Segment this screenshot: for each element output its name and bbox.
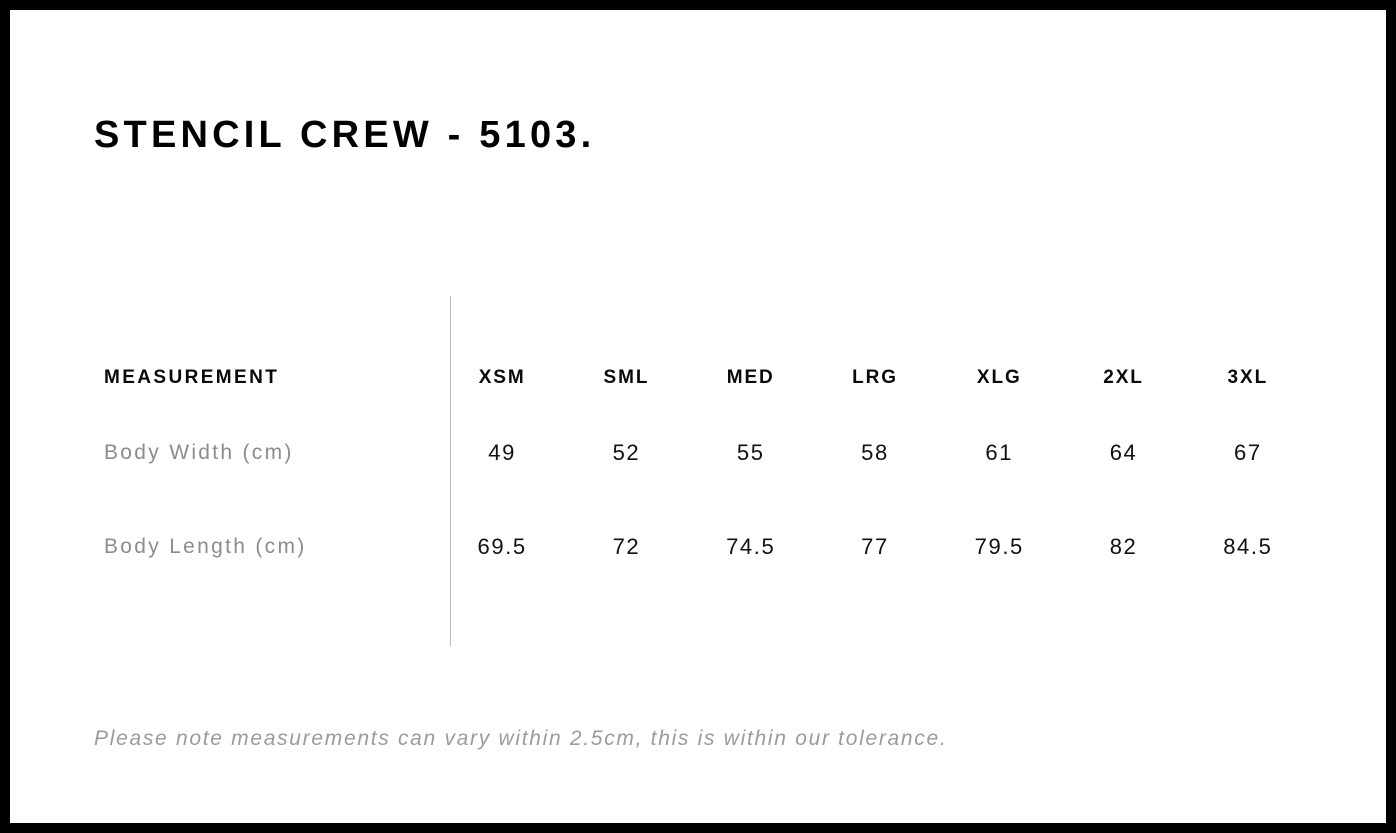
cell-body-width-xsm: 49 bbox=[488, 440, 516, 465]
cell-body-width-med: 55 bbox=[736, 440, 765, 465]
column-header-3xl: 3XL bbox=[1227, 367, 1269, 388]
column-header-med: MED bbox=[726, 367, 775, 388]
cell-body-length-3xl: 84.5 bbox=[1223, 534, 1273, 559]
cell-body-length-med: 74.5 bbox=[726, 534, 776, 559]
cell-body-width-2xl: 64 bbox=[1109, 440, 1138, 465]
size-chart-sheet: STENCIL CREW - 5103. MEASUREMENT XSM SML… bbox=[10, 10, 1386, 823]
cell-body-width-3xl: 67 bbox=[1233, 440, 1262, 465]
cell-body-length-lrg: 77 bbox=[861, 534, 889, 559]
column-header-xlg: XLG bbox=[976, 367, 1022, 388]
cell-body-width-xlg: 61 bbox=[985, 440, 1014, 465]
cell-body-width-sml: 52 bbox=[612, 440, 641, 465]
column-header-sml: SML bbox=[603, 367, 650, 388]
cell-body-length-xlg: 79.5 bbox=[974, 534, 1024, 559]
tolerance-note: Please note measurements can vary within… bbox=[94, 727, 948, 750]
table-row: Body Width (cm) 49 52 55 58 61 64 67 bbox=[94, 406, 1310, 500]
page-title: STENCIL CREW - 5103. bbox=[94, 114, 596, 156]
column-header-2xl: 2XL bbox=[1103, 367, 1144, 388]
table-vertical-divider bbox=[450, 296, 451, 646]
table-row: Body Length (cm) 69.5 72 74.5 77 79.5 82… bbox=[94, 500, 1310, 594]
column-header-xsm: XSM bbox=[478, 367, 526, 388]
row-label-body-length: Body Length (cm) bbox=[104, 535, 307, 558]
row-label-body-width: Body Width (cm) bbox=[104, 441, 294, 464]
size-chart-table: MEASUREMENT XSM SML MED LRG XLG 2XL 3XL … bbox=[94, 350, 1310, 594]
cell-body-width-lrg: 58 bbox=[861, 440, 889, 465]
cell-body-length-sml: 72 bbox=[612, 534, 641, 559]
column-header-lrg: LRG bbox=[852, 367, 898, 388]
table-header-row: MEASUREMENT XSM SML MED LRG XLG 2XL 3XL bbox=[94, 350, 1310, 406]
cell-body-length-xsm: 69.5 bbox=[477, 534, 527, 559]
column-header-measurement: MEASUREMENT bbox=[104, 367, 280, 388]
cell-body-length-2xl: 82 bbox=[1109, 534, 1138, 559]
